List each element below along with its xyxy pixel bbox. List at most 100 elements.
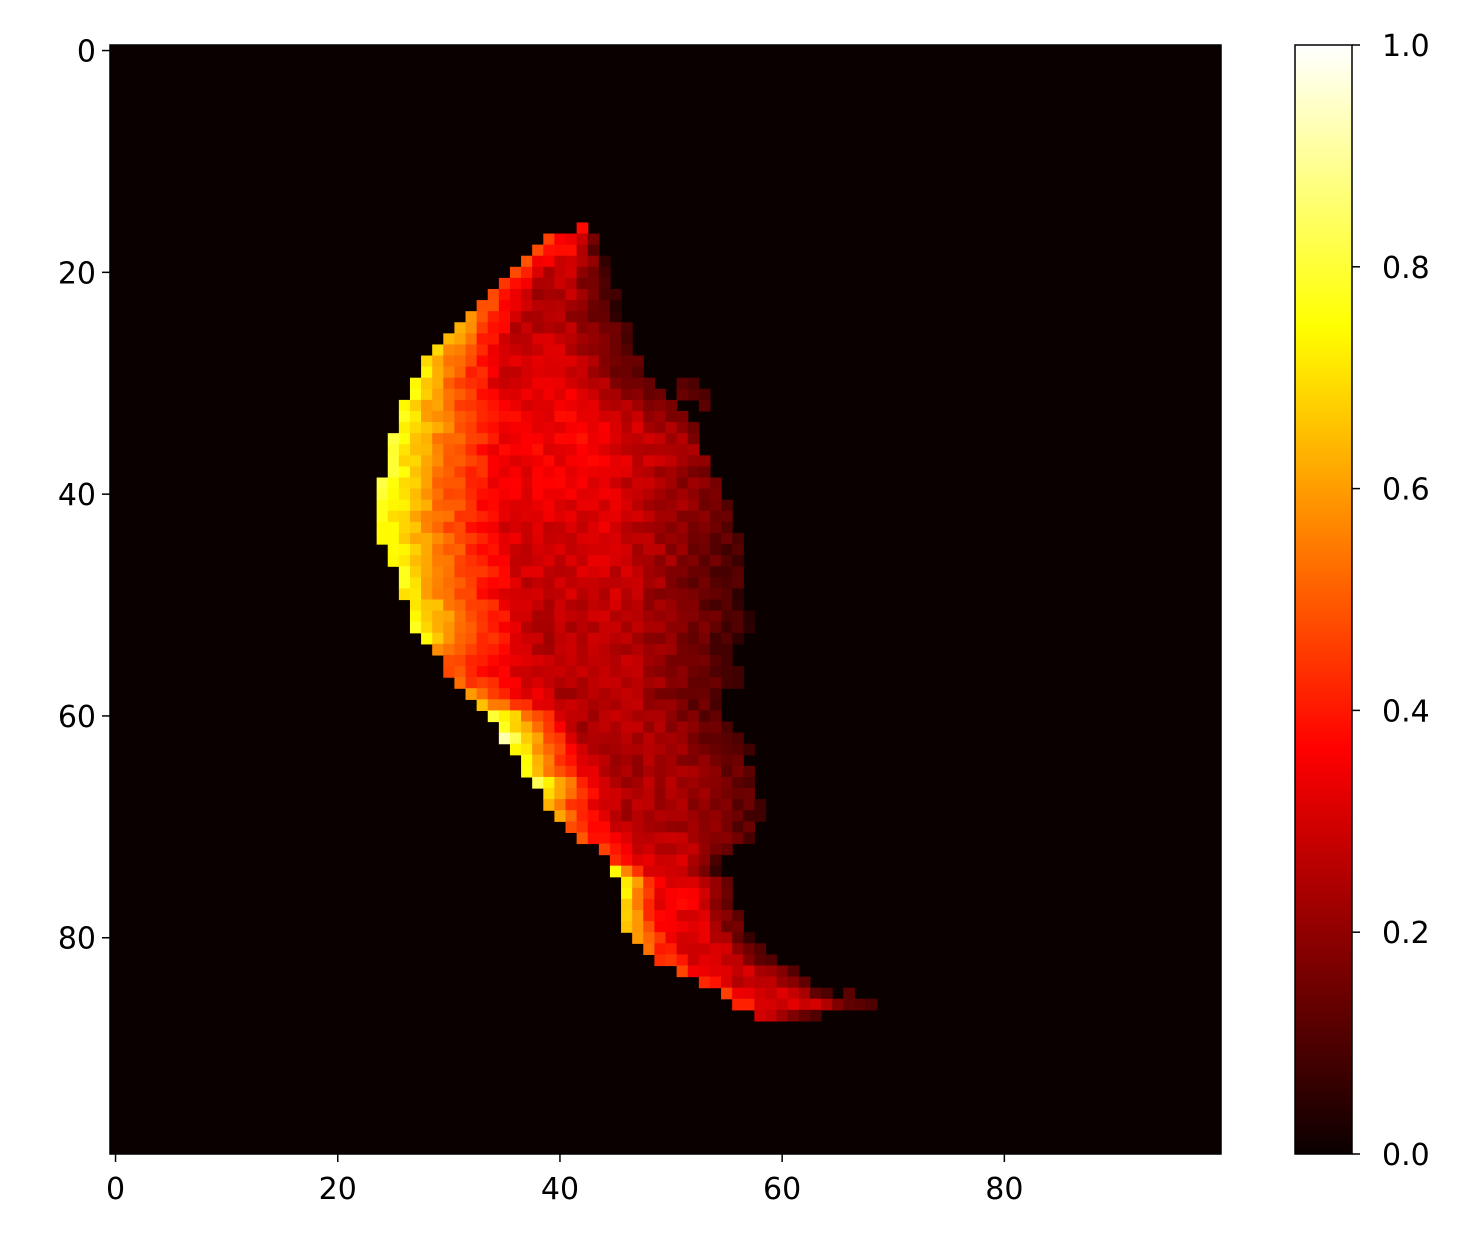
- heatmap-cell: [521, 599, 533, 612]
- heatmap-cell: [487, 577, 500, 590]
- heatmap-cell: [676, 910, 689, 922]
- heatmap-cell: [587, 288, 600, 301]
- heatmap-cell: [598, 355, 611, 368]
- heatmap-cell: [632, 510, 644, 523]
- heatmap-cell: [454, 455, 467, 468]
- heatmap-cell: [376, 488, 389, 501]
- heatmap-cell: [654, 588, 667, 601]
- heatmap-cell: [598, 799, 611, 811]
- heatmap-cell: [465, 311, 478, 323]
- heatmap-cell: [598, 333, 611, 346]
- heatmap-cell: [409, 610, 422, 623]
- heatmap-cell: [509, 577, 522, 590]
- heatmap-cell: [743, 788, 755, 800]
- heatmap-cell: [632, 499, 644, 512]
- heatmap-cell: [509, 277, 522, 290]
- heatmap-cell: [487, 566, 500, 578]
- heatmap-cell: [521, 521, 533, 534]
- heatmap-cell: [565, 433, 578, 445]
- heatmap-cell: [565, 776, 578, 789]
- heatmap-cell: [498, 333, 511, 346]
- heatmap-cell: [621, 910, 633, 922]
- heatmap-cell: [498, 399, 511, 412]
- heatmap-cell: [654, 654, 667, 667]
- heatmap-cell: [776, 965, 789, 978]
- heatmap-cell: [465, 377, 478, 390]
- heatmap-cell: [854, 998, 867, 1011]
- heatmap-cell: [621, 588, 633, 601]
- heatmap-cell: [609, 322, 622, 334]
- heatmap-cell: [643, 654, 655, 667]
- heatmap-cell: [476, 466, 489, 479]
- heatmap-cell: [609, 544, 622, 556]
- heatmap-cell: [643, 466, 655, 479]
- heatmap-cell: [532, 577, 544, 590]
- heatmap-cell: [598, 388, 611, 401]
- heatmap-cell: [476, 677, 489, 689]
- heatmap-cell: [643, 388, 655, 401]
- heatmap-cell: [654, 488, 667, 501]
- heatmap-cell: [632, 932, 644, 944]
- heatmap-cell: [498, 366, 511, 379]
- heatmap-cell: [398, 444, 411, 456]
- heatmap-cell: [687, 455, 700, 468]
- heatmap-cell: [587, 466, 600, 479]
- heatmap-cell: [509, 288, 522, 301]
- heatmap-cell: [687, 599, 700, 612]
- heatmap-cell: [498, 532, 511, 545]
- heatmap-cell: [598, 255, 611, 268]
- heatmap-cell: [543, 488, 555, 501]
- heatmap-cell: [721, 599, 733, 612]
- heatmap-cell: [732, 998, 744, 1011]
- heatmap-cell: [654, 865, 667, 878]
- heatmap-cell: [487, 699, 500, 711]
- heatmap-cell: [543, 621, 555, 634]
- heatmap-cell: [465, 444, 478, 456]
- heatmap-cell: [709, 943, 722, 955]
- heatmap-cell: [421, 455, 433, 468]
- heatmap-cell: [543, 366, 555, 379]
- heatmap-cell: [498, 433, 511, 445]
- heatmap-cell: [665, 499, 678, 512]
- heatmap-cell: [476, 366, 489, 379]
- heatmap-cell: [654, 599, 667, 612]
- heatmap-cell: [643, 399, 655, 412]
- heatmap-cell: [509, 311, 522, 323]
- heatmap-cell: [743, 965, 755, 978]
- heatmap-cell: [576, 577, 589, 590]
- heatmap-cell: [621, 710, 633, 723]
- heatmap-cell: [543, 444, 555, 456]
- heatmap-cell: [654, 444, 667, 456]
- colorbar-tick-label: 0.0: [1382, 1138, 1430, 1173]
- heatmap-cell: [721, 510, 733, 523]
- heatmap-cell: [609, 743, 622, 756]
- heatmap-cell: [598, 788, 611, 800]
- heatmap-cell: [476, 344, 489, 357]
- heatmap-cell: [698, 810, 711, 822]
- heatmap-cell: [521, 610, 533, 623]
- heatmap-cell: [565, 233, 578, 246]
- heatmap-cell: [587, 510, 600, 523]
- heatmap-cell: [698, 699, 711, 711]
- heatmap-cell: [587, 599, 600, 612]
- heatmap-cell: [554, 244, 567, 257]
- heatmap-cell: [621, 444, 633, 456]
- heatmap-cell: [587, 721, 600, 734]
- heatmap-cell: [609, 532, 622, 545]
- heatmap-cell: [421, 377, 433, 390]
- heatmap-cell: [721, 666, 733, 678]
- heatmap-cell: [509, 566, 522, 578]
- heatmap-cell: [643, 588, 655, 601]
- heatmap-cell: [421, 544, 433, 556]
- heatmap-cell: [454, 677, 467, 689]
- heatmap-cell: [443, 588, 456, 601]
- heatmap-cell: [454, 521, 467, 534]
- heatmap-cell: [643, 666, 655, 678]
- heatmap-cell: [532, 322, 544, 334]
- heatmap-cell: [687, 732, 700, 745]
- heatmap-cell: [676, 943, 689, 955]
- heatmap-cell: [721, 776, 733, 789]
- heatmap-cell: [521, 288, 533, 301]
- heatmap-cell: [576, 300, 589, 312]
- heatmap-cell: [454, 322, 467, 334]
